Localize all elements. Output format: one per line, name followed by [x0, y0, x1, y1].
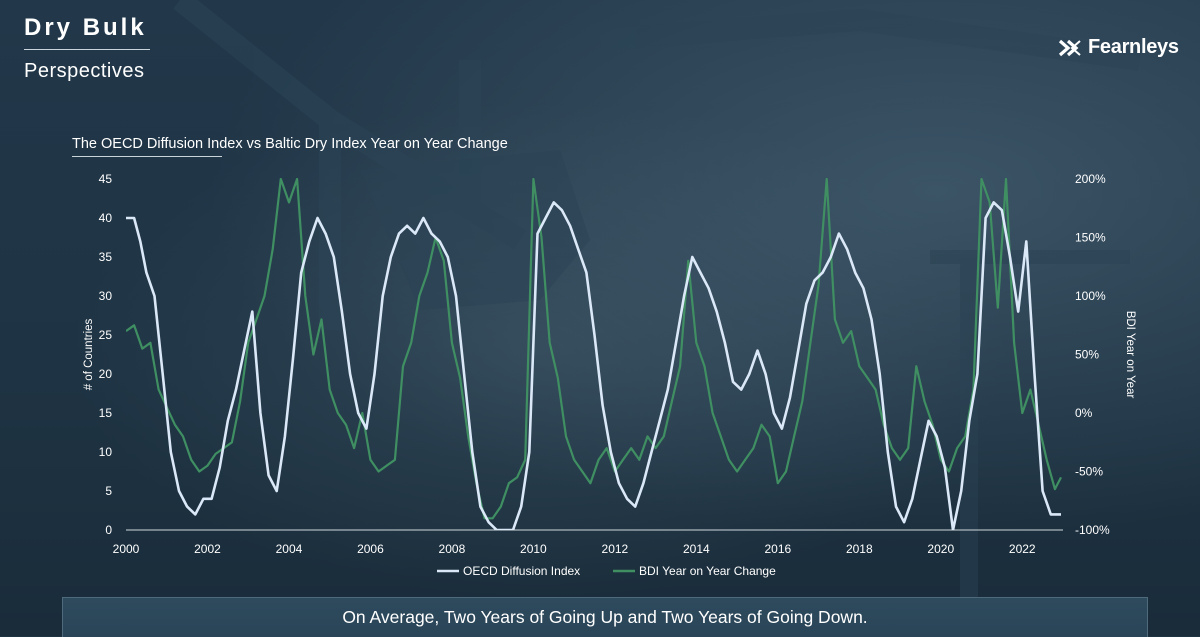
brand-subtitle: Perspectives	[24, 60, 145, 82]
y2-tick-label: 200%	[1075, 172, 1106, 186]
y-tick-label: 30	[99, 289, 113, 303]
fearnleys-logo: Fearnleys	[1058, 36, 1179, 59]
logo-text: Fearnleys	[1088, 36, 1179, 58]
y-tick-label: 45	[99, 172, 113, 186]
y-tick-label: 15	[99, 406, 113, 420]
x-tick-label: 2002	[194, 542, 221, 556]
oecd-diffusion-line	[126, 201, 1061, 530]
x-tick-label: 2016	[764, 542, 791, 556]
y-tick-label: 5	[105, 484, 112, 498]
y2-tick-label: 0%	[1075, 406, 1093, 420]
brand-divider	[24, 49, 150, 50]
x-tick-label: 2020	[927, 542, 954, 556]
y2-tick-label: 100%	[1075, 289, 1106, 303]
legend-label-oecd: OECD Diffusion Index	[463, 564, 580, 578]
brand-title: Dry Bulk	[24, 14, 147, 41]
bdi-yoy-line	[126, 178, 1062, 520]
y-axis-label: # of Countries	[83, 318, 95, 390]
y-tick-label: 40	[99, 211, 113, 225]
x-tick-label: 2022	[1009, 542, 1036, 556]
y2-tick-label: -100%	[1075, 523, 1110, 537]
y-tick-label: 20	[99, 367, 113, 381]
fearnleys-logo-icon	[1058, 39, 1081, 56]
summary-banner: On Average, Two Years of Going Up and Tw…	[62, 597, 1148, 637]
x-tick-label: 2014	[683, 542, 710, 556]
y2-tick-label: 150%	[1075, 231, 1106, 245]
summary-banner-text: On Average, Two Years of Going Up and Tw…	[342, 607, 868, 627]
y2-tick-label: 50%	[1075, 348, 1099, 362]
chart-title-divider	[72, 156, 222, 157]
y-tick-label: 25	[99, 328, 113, 342]
chart-title: The OECD Diffusion Index vs Baltic Dry I…	[72, 136, 508, 152]
y-tick-label: 10	[99, 445, 113, 459]
x-tick-label: 2008	[439, 542, 466, 556]
x-tick-label: 2018	[846, 542, 873, 556]
y-tick-label: 0	[105, 523, 112, 537]
legend-label-bdi: BDI Year on Year Change	[639, 564, 776, 578]
x-tick-label: 2004	[276, 542, 303, 556]
x-tick-label: 2006	[357, 542, 384, 556]
x-tick-label: 2010	[520, 542, 547, 556]
x-tick-label: 2012	[602, 542, 629, 556]
y-tick-label: 35	[99, 250, 113, 264]
y2-axis-label: BDI Year on Year	[1124, 311, 1136, 399]
x-tick-label: 2000	[113, 542, 140, 556]
y2-tick-label: -50%	[1075, 465, 1103, 479]
